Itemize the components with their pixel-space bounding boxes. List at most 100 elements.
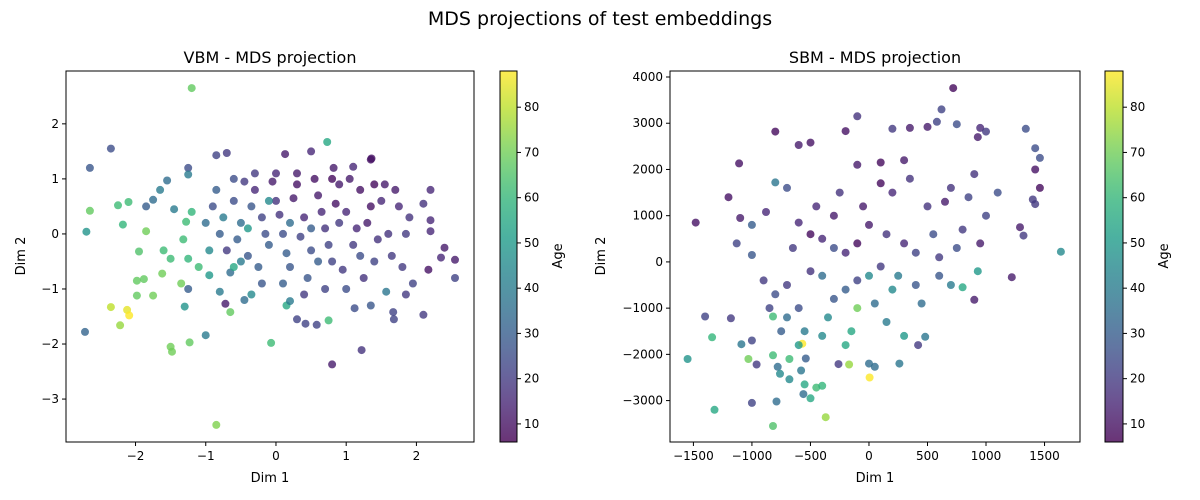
scatter-point [370, 180, 379, 189]
scatter-point [1019, 231, 1028, 240]
y-axis-label: Dim 2 [14, 237, 29, 276]
scatter-point [106, 144, 115, 153]
scatter-point [307, 246, 316, 255]
scatter-point [853, 239, 862, 248]
y-tick: −1000 [622, 301, 670, 315]
scatter-point [747, 336, 756, 345]
scatter-point [1031, 200, 1040, 209]
scatter-point [301, 319, 310, 328]
scatter-point [769, 351, 777, 360]
scatter-point [208, 202, 217, 211]
x-tick-label: 1 [342, 449, 350, 463]
x-tick-label: −1 [197, 449, 215, 463]
scatter-point [946, 183, 955, 192]
scatter-point [125, 311, 134, 320]
scatter-point [818, 271, 827, 280]
scatter-point [363, 218, 372, 227]
scatter-point [180, 302, 189, 311]
vbm-chart: VBM - MDS projection Dim 1 Dim 2 Age −2 −… [14, 48, 566, 486]
scatter-point [185, 338, 194, 347]
scatter-point [821, 413, 830, 422]
scatter-point [882, 230, 891, 239]
scatter-point [342, 207, 351, 216]
scatter-point [865, 271, 873, 280]
scatter-point [783, 313, 791, 322]
x-tick: 1000 [971, 442, 1002, 463]
scatter-point [328, 257, 337, 266]
scatter-point [366, 202, 375, 211]
scatter-point [744, 355, 753, 363]
x-tick-label: 1000 [971, 449, 1002, 463]
scatter-point [321, 285, 330, 293]
scatter-point [451, 274, 459, 282]
scatter-point [243, 251, 252, 260]
scatter-point [261, 229, 270, 238]
scatter-point [335, 180, 344, 189]
scatter-point [976, 123, 985, 132]
scatter-point [895, 359, 904, 368]
scatter-point [310, 174, 319, 183]
scatter-point [929, 230, 938, 239]
x-tick: −1000 [732, 442, 772, 463]
scatter-point [876, 179, 885, 188]
scatter-point [85, 163, 94, 172]
scatter-point [691, 218, 700, 227]
scatter-point [159, 246, 168, 255]
scatter-point [229, 174, 238, 183]
scatter-point [314, 191, 323, 200]
scatter-point [264, 196, 273, 205]
scatter-point [911, 281, 920, 289]
x-axis-label: Dim 1 [251, 471, 290, 486]
scatter-point [911, 248, 920, 257]
scatter-point [384, 229, 393, 238]
scatter-point [257, 279, 266, 288]
scatter-point [451, 255, 459, 264]
scatter-point [806, 267, 815, 276]
scatter-point [905, 123, 914, 132]
colorbar-label: Age [551, 243, 566, 268]
scatter-point [116, 321, 125, 330]
scatter-point [307, 147, 316, 156]
scatter-point [788, 244, 797, 252]
scatter-point [970, 295, 979, 304]
y-tick-label: 0 [51, 227, 59, 241]
scatter-point [205, 246, 214, 255]
colorbar-tick: 80 [1123, 100, 1145, 114]
scatter-point [426, 185, 435, 194]
scatter-point [317, 207, 326, 216]
x-axis-label: Dim 1 [856, 471, 895, 486]
y-tick-label: −3 [41, 392, 59, 406]
scatter-point [405, 213, 414, 222]
y-tick: −3 [41, 392, 66, 406]
scatter-point [841, 248, 850, 257]
scatter-point [859, 202, 868, 211]
scatter-point [212, 185, 221, 194]
scatter-point [870, 299, 879, 308]
scatter-point [923, 122, 932, 131]
scatter-point [1021, 124, 1030, 133]
scatter-point [279, 229, 287, 238]
scatter-points [683, 84, 1065, 430]
scatter-point [1031, 165, 1040, 174]
scatter-point [818, 331, 827, 340]
scatter-point [328, 174, 337, 183]
scatter-point [286, 218, 294, 227]
scatter-point [366, 301, 375, 310]
scatter-point [726, 314, 735, 323]
scatter-point [286, 263, 294, 271]
scatter-point [240, 296, 249, 304]
scatter-point [923, 202, 932, 211]
scatter-point [370, 257, 379, 266]
sbm-chart: SBM - MDS projection Dim 1 Dim 2 Age −15… [594, 48, 1172, 486]
scatter-point [1035, 183, 1044, 192]
scatter-point [156, 185, 165, 194]
scatter-point [85, 206, 94, 215]
scatter-point [350, 304, 359, 313]
scatter-point [752, 360, 761, 369]
y-tick-label: −1000 [622, 301, 663, 315]
scatter-point [870, 362, 879, 371]
scatter-point [257, 213, 266, 222]
scatter-point [865, 373, 874, 382]
y-tick: −3000 [622, 394, 670, 408]
scatter-point [419, 199, 428, 208]
